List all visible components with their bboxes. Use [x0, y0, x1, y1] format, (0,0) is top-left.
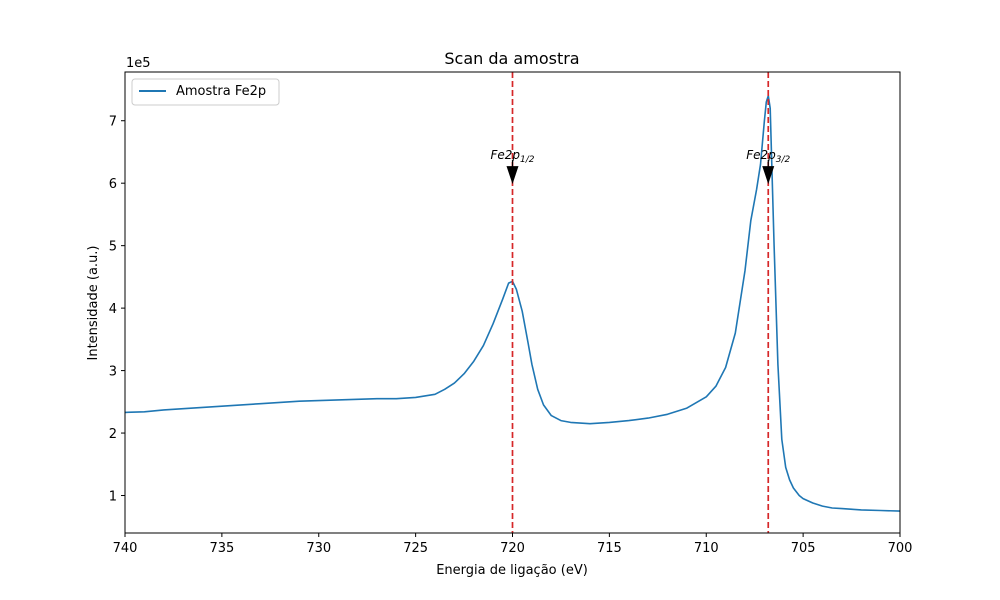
- x-tick-label: 730: [306, 541, 331, 556]
- y-tick-label: 1: [109, 490, 117, 505]
- x-tick-label: 700: [888, 541, 913, 556]
- legend-box: [131, 78, 280, 106]
- annotation-arrowhead-0: [506, 166, 519, 185]
- annotation-arrowhead-1: [762, 166, 775, 185]
- axes: 740 735 730 725 720 715 710 705 700 1 2 3 4 5 6 7: [109, 71, 913, 556]
- y-offset-label: 1e5: [126, 56, 151, 71]
- chart-title: Scan da amostra: [444, 49, 579, 68]
- annotation-label-0: Fe2p1/2: [490, 148, 534, 165]
- y-axis-label: Intensidade (a.u.): [86, 245, 101, 360]
- y-tick-label: 4: [109, 302, 117, 317]
- x-tick-label: 725: [403, 541, 428, 556]
- x-tick-label: 740: [113, 541, 138, 556]
- peak-annotation-1: Fe2p3/2: [746, 148, 791, 185]
- series-line-0: [125, 94, 900, 512]
- y-tick-label: 5: [109, 240, 117, 255]
- x-tick-label: 735: [209, 541, 234, 556]
- y-tick-label: 6: [109, 177, 117, 192]
- legend-label-amostra-fe2p: Amostra Fe2p: [176, 84, 266, 99]
- peak-annotation-0: Fe2p1/2: [490, 148, 535, 185]
- x-tick-label: 715: [597, 541, 622, 556]
- legend: Amostra Fe2p: [131, 78, 280, 106]
- x-tick-label: 705: [791, 541, 816, 556]
- plot-area: Fe2p1/2 Fe2p3/2: [125, 72, 900, 533]
- x-tick-label: 710: [694, 541, 719, 556]
- x-axis-label: Energia de ligação (eV): [436, 563, 588, 578]
- y-tick-label: 2: [109, 427, 117, 442]
- x-tick-label: 720: [500, 541, 525, 556]
- annotation-label-1: Fe2p3/2: [746, 148, 790, 165]
- y-tick-label: 7: [109, 115, 117, 130]
- y-tick-label: 3: [109, 365, 117, 380]
